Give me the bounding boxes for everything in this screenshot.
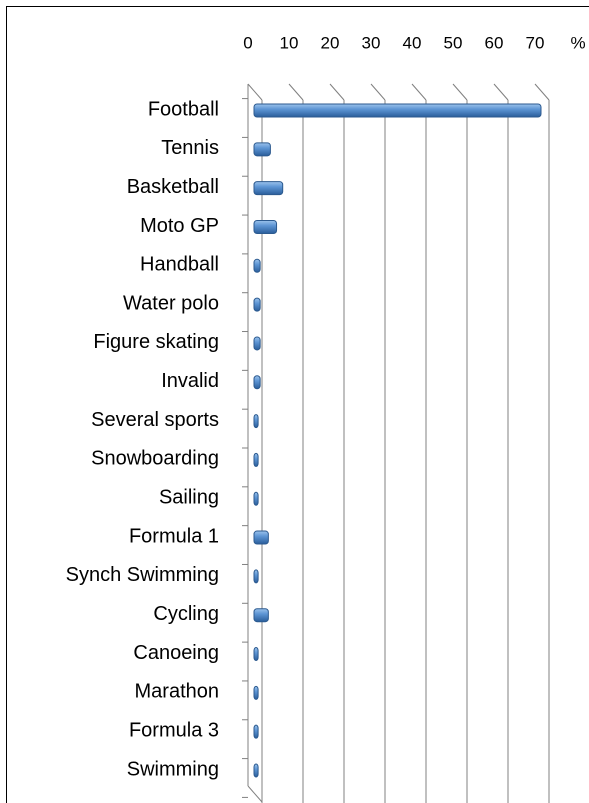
y-tick-label: Canoeing — [133, 642, 219, 664]
y-tick-label: Moto GP — [140, 215, 219, 237]
y-tick-label: Swimming — [127, 758, 219, 780]
bar — [253, 685, 259, 700]
x-tick-label: 70 — [526, 33, 545, 52]
y-tick-label: Figure skating — [93, 331, 219, 353]
y-tick-label: Snowboarding — [91, 448, 219, 470]
x-tick-label: 40 — [403, 33, 422, 52]
x-tick-label: 0 — [243, 33, 252, 52]
bar — [253, 414, 259, 429]
axis-line — [247, 785, 263, 803]
y-tick-label: Sailing — [159, 487, 219, 509]
bar — [253, 491, 259, 506]
grid-line — [411, 83, 427, 101]
grid-line — [452, 83, 468, 101]
y-tick-label: Marathon — [135, 681, 220, 703]
y-tick-label: Cycling — [153, 603, 219, 625]
grid-line — [329, 83, 345, 101]
bar — [253, 647, 259, 662]
bar — [253, 530, 269, 545]
y-tick-label: Handball — [140, 254, 219, 276]
bar — [253, 181, 284, 196]
y-tick-label: Formula 1 — [129, 525, 219, 547]
bar — [253, 142, 271, 157]
y-tick-label: Invalid — [161, 370, 219, 392]
x-tick-label: 60 — [485, 33, 504, 52]
bar — [253, 375, 261, 390]
frame — [6, 6, 589, 803]
bar — [253, 763, 259, 778]
y-tick-label: Several sports — [91, 409, 219, 431]
grid-line — [247, 83, 263, 101]
grid-line — [288, 83, 304, 101]
bar — [253, 336, 261, 351]
bar — [253, 452, 259, 467]
y-tick-label: Football — [148, 98, 219, 120]
x-axis-label: % — [570, 33, 585, 52]
bar — [253, 724, 259, 739]
bar — [253, 608, 269, 623]
x-tick-label: 10 — [280, 33, 299, 52]
bar — [253, 569, 259, 584]
x-tick-label: 30 — [362, 33, 381, 52]
y-tick-label: Basketball — [127, 176, 219, 198]
bar — [253, 219, 278, 234]
grid-line — [534, 83, 550, 101]
bar — [253, 103, 542, 118]
y-tick-label: Tennis — [161, 137, 219, 159]
grid-line — [370, 83, 386, 101]
y-tick-label: Synch Swimming — [66, 564, 219, 586]
y-tick-label: Water polo — [123, 292, 219, 314]
x-tick-label: 50 — [444, 33, 463, 52]
bar — [253, 297, 261, 312]
x-tick-label: 20 — [321, 33, 340, 52]
grid-line — [493, 83, 509, 101]
y-tick-label: Formula 3 — [129, 719, 219, 741]
bar — [253, 258, 261, 273]
